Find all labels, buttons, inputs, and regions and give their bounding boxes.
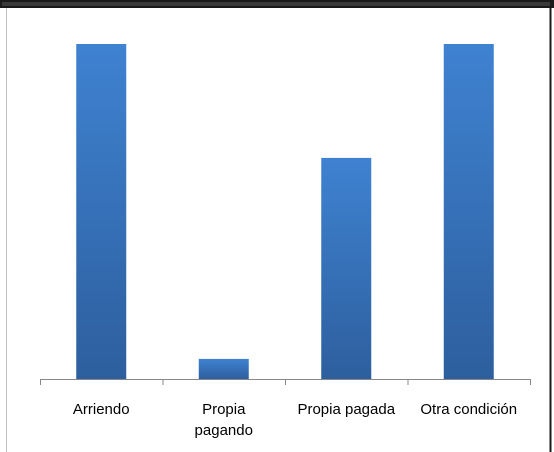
x-tick-label: Propia pagando — [195, 401, 253, 439]
bar-propia-pagando — [198, 358, 249, 379]
x-tick-labels: Arriendo Propia pagando Propia pagada Otra c… — [73, 401, 517, 439]
bar-propia-pagada — [321, 157, 372, 379]
bars-layer — [76, 44, 494, 379]
bar-arriendo — [76, 44, 127, 379]
x-axis — [40, 379, 531, 385]
window-top-border-inner — [2, 2, 550, 6]
x-tick-label: Propia pagada — [297, 401, 395, 418]
bar-otra-condición — [443, 44, 494, 379]
x-tick-label: Otra condición — [420, 401, 517, 418]
x-tick-label: Arriendo — [73, 401, 130, 418]
